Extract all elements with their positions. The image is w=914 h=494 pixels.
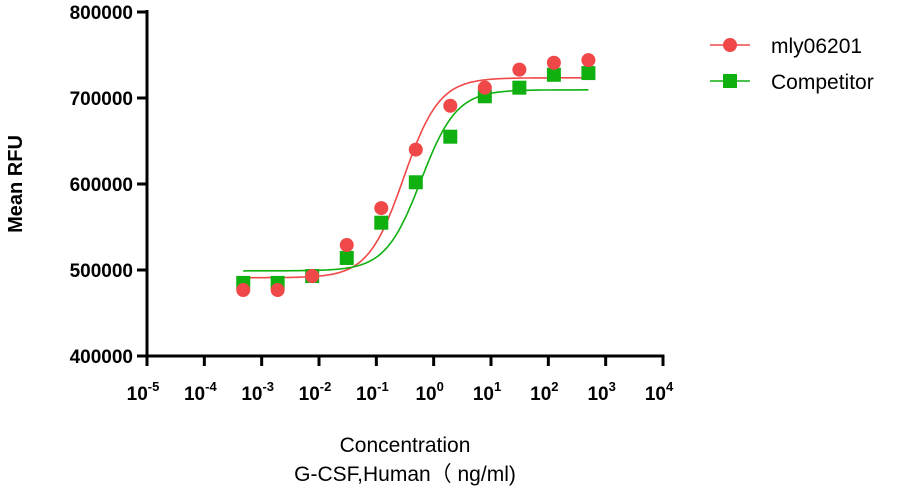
data-point-mly06201 — [236, 283, 251, 298]
data-point-mly06201 — [443, 98, 458, 113]
legend-marker-mly06201 — [723, 38, 737, 52]
x-axis-label: Concentration — [340, 434, 471, 457]
x-tick-label: 10-2 — [299, 379, 332, 405]
x-tick-label: 10-4 — [184, 379, 217, 405]
x-tick-label: 104 — [645, 379, 674, 405]
data-point-mly06201 — [305, 269, 320, 284]
data-point-Competitor — [581, 66, 596, 81]
y-tick-label: 800000 — [70, 3, 133, 24]
x-tick-label: 10-3 — [241, 379, 274, 405]
legend-label-mly06201: mly06201 — [771, 35, 862, 58]
x-tick-label: 10-1 — [356, 379, 389, 405]
data-point-Competitor — [512, 80, 527, 95]
data-point-Competitor — [408, 175, 423, 190]
data-point-mly06201 — [270, 283, 285, 298]
y-tick-label: 600000 — [70, 175, 133, 196]
y-tick-label: 700000 — [70, 89, 133, 110]
x-tick-label: 103 — [587, 379, 615, 405]
x-axis-label-units: G-CSF,Human（ ng/ml) — [294, 463, 516, 486]
data-point-mly06201 — [581, 53, 596, 68]
y-tick-label: 500000 — [70, 261, 133, 282]
y-tick-label: 400000 — [70, 347, 133, 368]
data-point-Competitor — [374, 215, 389, 230]
x-tick-label: 102 — [530, 379, 558, 405]
data-point-Competitor — [443, 129, 458, 144]
data-point-Competitor — [339, 250, 354, 265]
data-point-mly06201 — [477, 80, 492, 95]
data-point-mly06201 — [546, 55, 561, 70]
data-point-Competitor — [546, 67, 561, 82]
legend-label-Competitor: Competitor — [771, 71, 874, 94]
x-tick-label: 100 — [415, 379, 443, 405]
data-point-mly06201 — [374, 201, 389, 216]
y-axis-label: Mean RFU — [5, 135, 27, 233]
data-point-mly06201 — [339, 238, 354, 253]
data-point-mly06201 — [512, 62, 527, 77]
data-point-mly06201 — [408, 142, 423, 157]
x-tick-label: 10-5 — [127, 379, 160, 405]
fit-curve-Competitor — [243, 89, 589, 272]
x-tick-label: 101 — [473, 379, 501, 405]
legend-marker-Competitor — [723, 74, 737, 88]
